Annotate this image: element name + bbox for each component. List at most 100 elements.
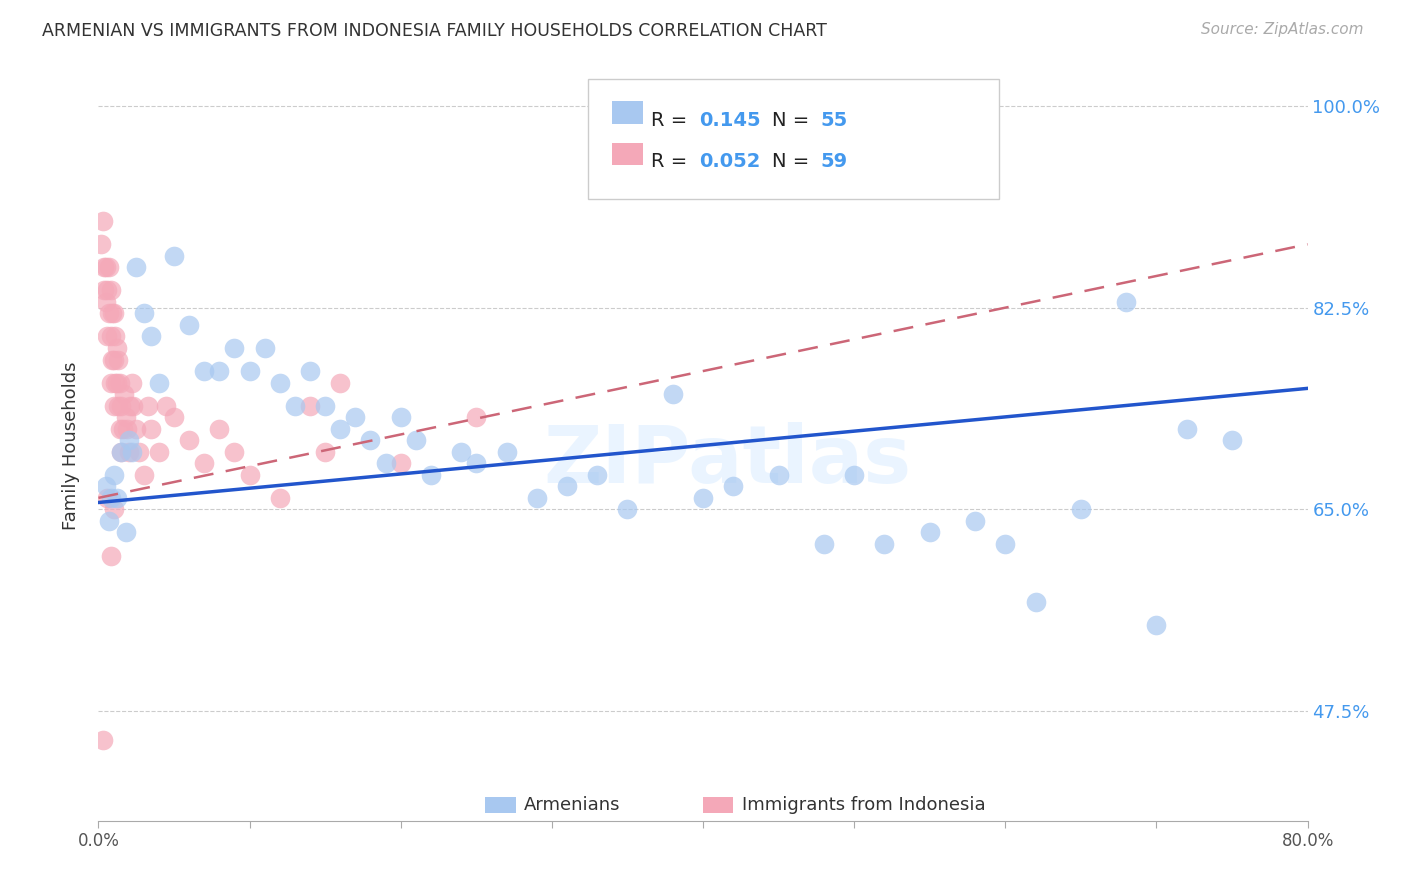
Point xyxy=(93,284,115,298)
Point xyxy=(101,306,124,320)
Point xyxy=(389,456,412,470)
Point xyxy=(104,329,127,343)
Point xyxy=(132,306,155,320)
Point xyxy=(253,341,276,355)
Point xyxy=(616,502,638,516)
Point xyxy=(96,491,118,505)
Point xyxy=(239,364,262,378)
Point xyxy=(120,399,142,413)
Point xyxy=(314,444,336,458)
Point xyxy=(115,422,138,436)
Point xyxy=(155,399,177,413)
Text: ZIPatlas: ZIPatlas xyxy=(543,422,911,500)
Point xyxy=(526,491,548,505)
Point xyxy=(844,467,866,482)
Point xyxy=(105,376,128,390)
Point xyxy=(329,376,352,390)
Text: ARMENIAN VS IMMIGRANTS FROM INDONESIA FAMILY HOUSEHOLDS CORRELATION CHART: ARMENIAN VS IMMIGRANTS FROM INDONESIA FA… xyxy=(42,22,827,40)
Point xyxy=(110,444,132,458)
Point xyxy=(103,399,125,413)
Point xyxy=(108,422,131,436)
Point xyxy=(360,434,382,448)
Point xyxy=(965,514,987,528)
Point xyxy=(555,479,578,493)
Point xyxy=(374,456,396,470)
Point xyxy=(813,537,835,551)
Point xyxy=(465,456,488,470)
Point xyxy=(100,329,122,343)
Point xyxy=(269,491,291,505)
Point xyxy=(94,294,117,309)
Point xyxy=(179,434,201,448)
FancyBboxPatch shape xyxy=(613,143,643,165)
Point xyxy=(96,329,118,343)
Point xyxy=(994,537,1017,551)
Point xyxy=(1144,617,1167,632)
Point xyxy=(208,422,231,436)
Point xyxy=(586,467,609,482)
Point xyxy=(148,444,170,458)
Point xyxy=(239,467,262,482)
Point xyxy=(112,387,135,401)
Point xyxy=(110,399,132,413)
Point xyxy=(98,306,121,320)
Point xyxy=(105,491,128,505)
Point xyxy=(179,318,201,332)
Point xyxy=(141,422,163,436)
Point xyxy=(661,111,683,125)
Point xyxy=(107,352,129,367)
Point xyxy=(103,467,125,482)
Point xyxy=(103,352,125,367)
Point xyxy=(125,422,148,436)
Point xyxy=(692,491,714,505)
Point xyxy=(344,410,367,425)
Text: 59: 59 xyxy=(820,153,848,171)
Point xyxy=(128,444,150,458)
Point xyxy=(224,444,246,458)
Point xyxy=(661,387,683,401)
Point xyxy=(122,399,145,413)
Point xyxy=(465,410,488,425)
Point xyxy=(114,410,136,425)
FancyBboxPatch shape xyxy=(485,797,516,814)
Point xyxy=(98,260,121,275)
Point xyxy=(114,525,136,540)
Point xyxy=(136,399,159,413)
Point xyxy=(91,733,114,747)
Point xyxy=(101,352,124,367)
Point xyxy=(208,364,231,378)
Point xyxy=(100,376,122,390)
Text: 0.145: 0.145 xyxy=(699,112,761,130)
Text: R =: R = xyxy=(651,112,693,130)
Point xyxy=(405,434,427,448)
Point xyxy=(98,514,121,528)
Point xyxy=(148,376,170,390)
FancyBboxPatch shape xyxy=(613,102,643,124)
Point xyxy=(495,444,517,458)
Point xyxy=(105,341,128,355)
Point xyxy=(141,329,163,343)
Point xyxy=(1115,294,1137,309)
Point xyxy=(450,444,472,458)
Point xyxy=(110,444,132,458)
Point xyxy=(100,549,122,563)
Point xyxy=(420,467,443,482)
Point xyxy=(389,410,412,425)
Text: R =: R = xyxy=(651,153,693,171)
Text: Immigrants from Indonesia: Immigrants from Indonesia xyxy=(742,796,986,814)
Point xyxy=(90,237,112,252)
Point xyxy=(91,214,114,228)
Text: Source: ZipAtlas.com: Source: ZipAtlas.com xyxy=(1201,22,1364,37)
Point xyxy=(108,376,131,390)
Point xyxy=(1070,502,1092,516)
Point xyxy=(94,479,117,493)
Point xyxy=(873,537,896,551)
Point xyxy=(125,260,148,275)
Point xyxy=(118,444,141,458)
Point xyxy=(121,444,143,458)
Point xyxy=(100,491,122,505)
Point xyxy=(132,467,155,482)
Point xyxy=(193,456,215,470)
Point xyxy=(118,434,141,448)
Point xyxy=(299,364,322,378)
